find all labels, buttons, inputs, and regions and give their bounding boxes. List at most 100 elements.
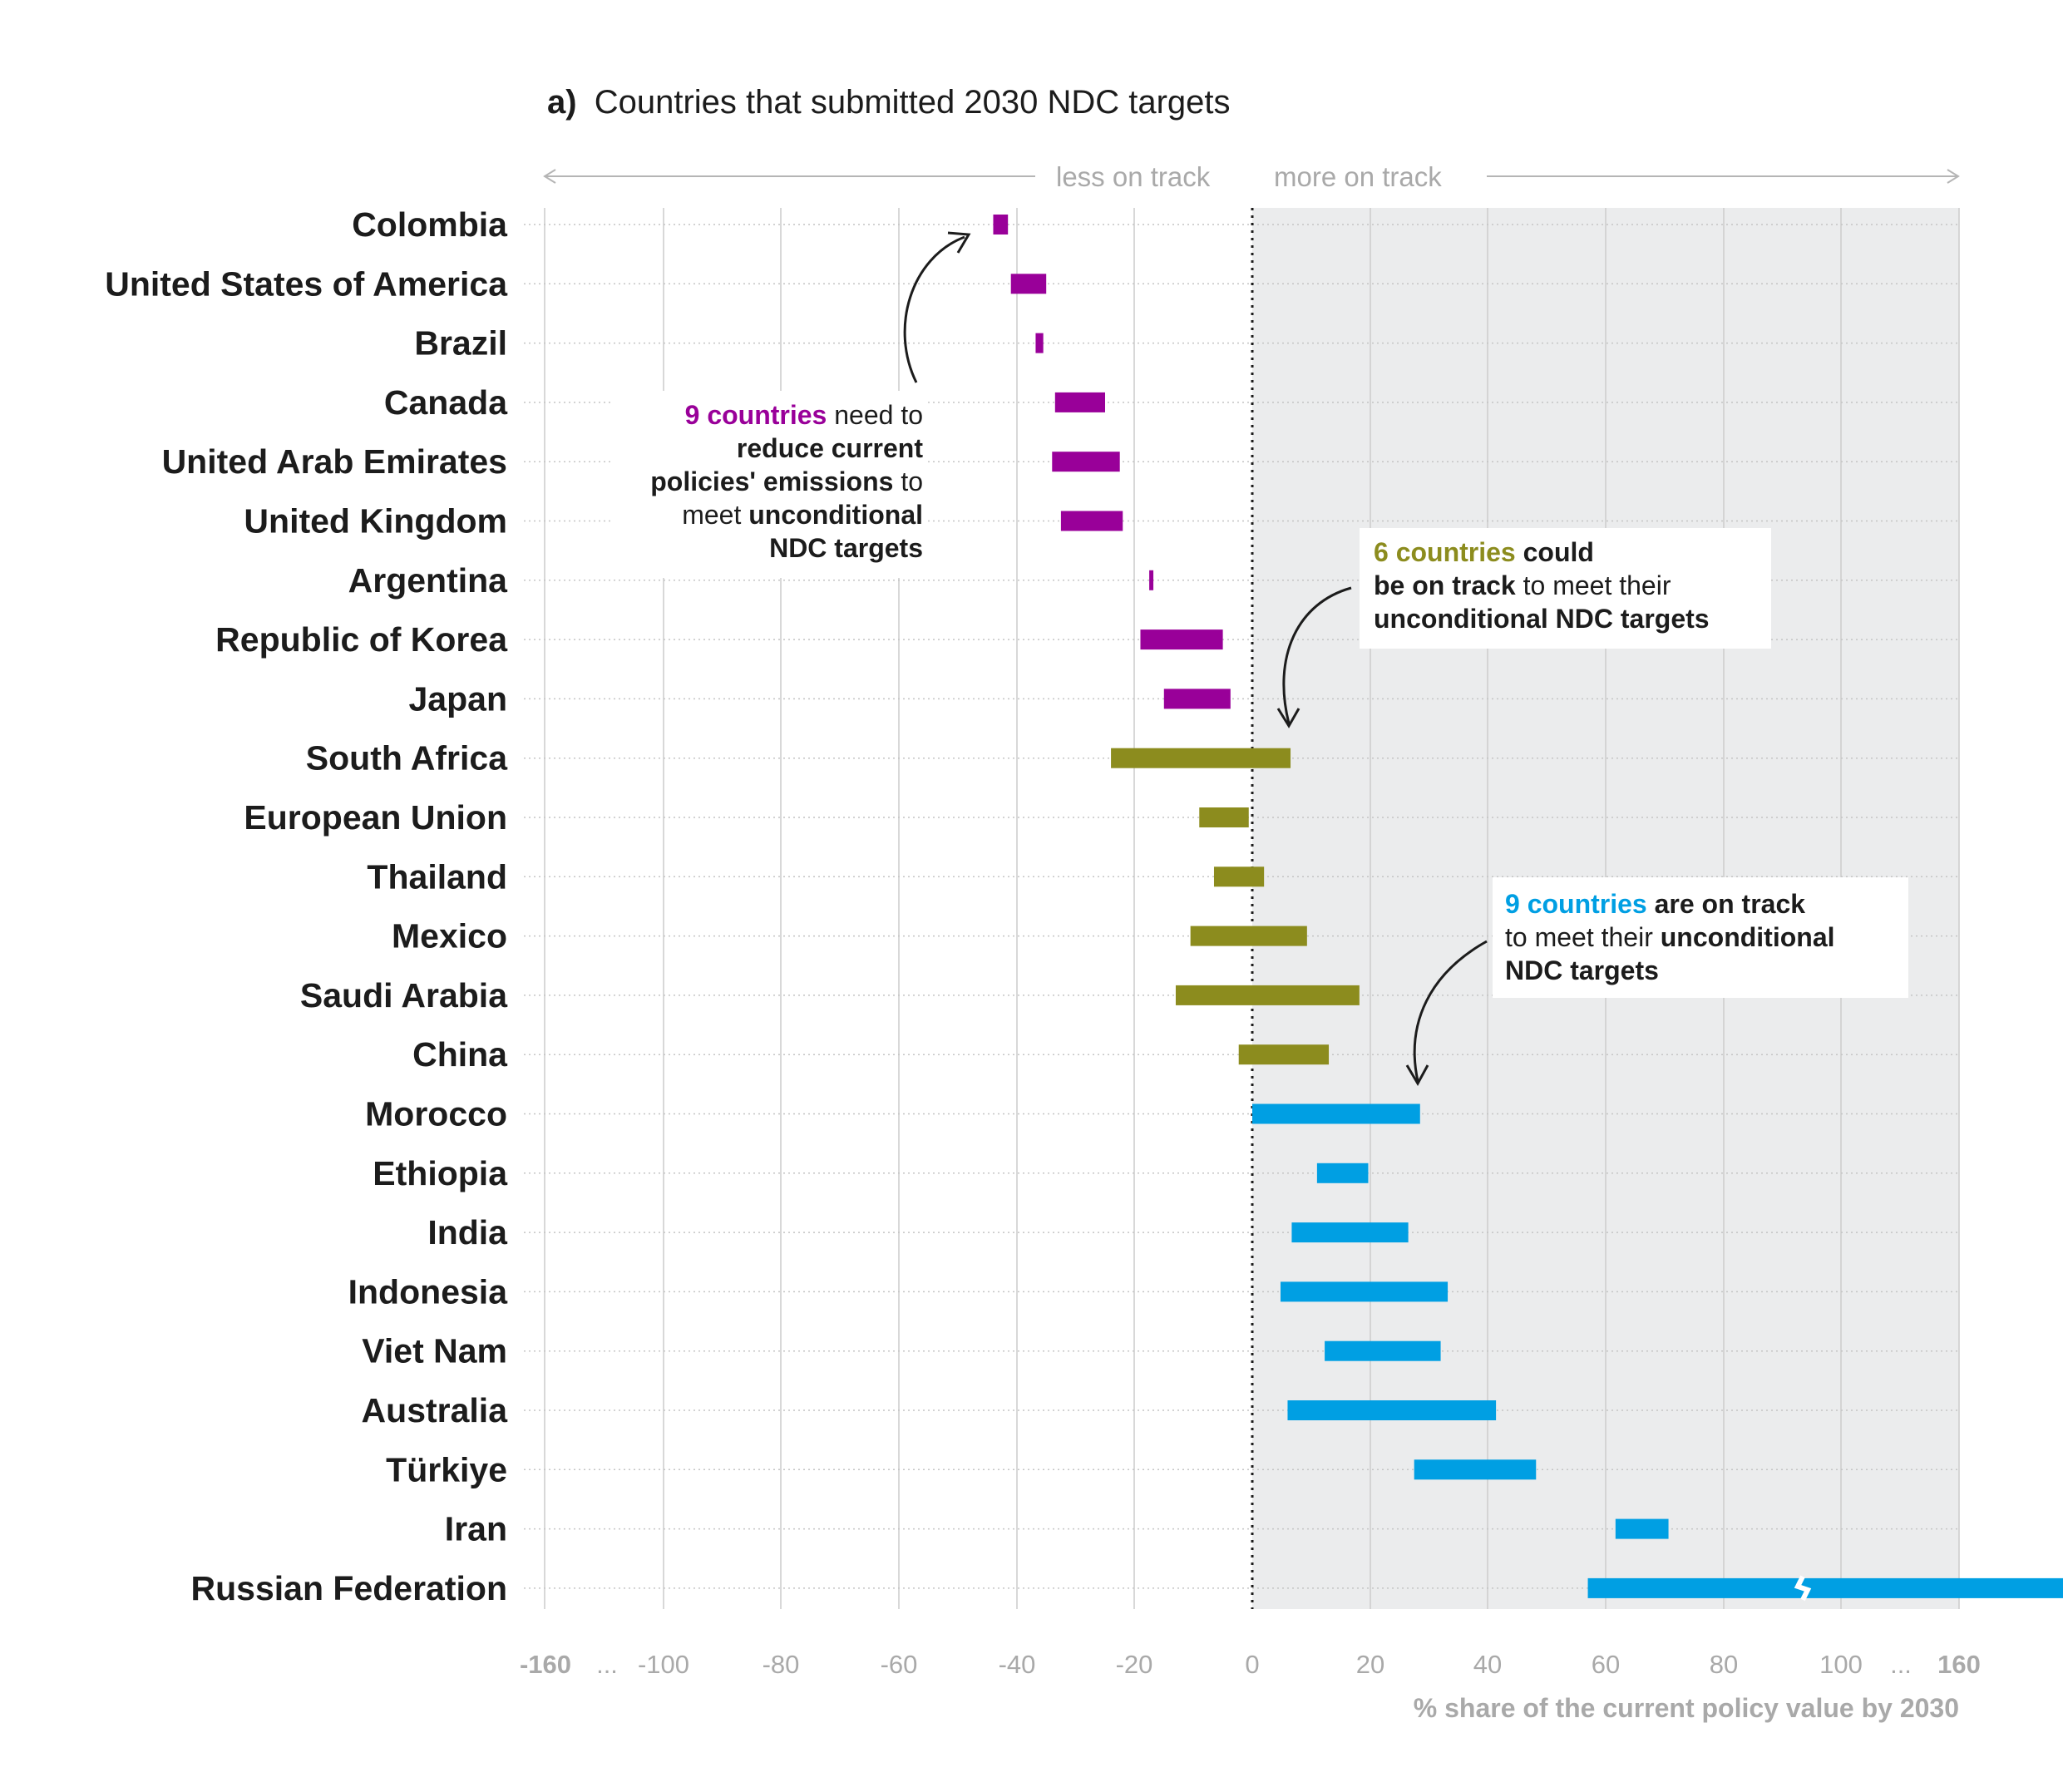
country-label: Saudi Arabia	[300, 976, 508, 1014]
country-label: Australia	[362, 1391, 509, 1429]
range-bar	[1325, 1340, 1441, 1361]
range-bar	[1287, 1400, 1497, 1420]
annotation-could-count: 6 countries	[1374, 537, 1516, 567]
annotation-reduce-suffix: to	[893, 467, 923, 496]
country-label: Brazil	[414, 324, 507, 363]
range-bar	[1163, 689, 1231, 709]
annotation-could-emphasis: be on track	[1374, 570, 1516, 600]
range-bar	[1316, 1163, 1369, 1183]
country-label: European Union	[244, 798, 507, 837]
annotation-ontrack-count: 9 countries	[1505, 889, 1647, 919]
range-bar	[1252, 1103, 1420, 1124]
country-label: Thailand	[367, 857, 507, 896]
country-labels: Colombia United States of America Brazil Ca…	[105, 205, 508, 1607]
annotation-could-background	[1360, 528, 1771, 649]
country-label: Indonesia	[348, 1272, 509, 1311]
annotation-could-arrowhead-icon	[1276, 708, 1300, 728]
x-axis-ticks: -160... -100 -80 -60 -40 -20 0 20 40 60 80 100... 16…	[520, 1650, 1981, 1679]
x-tick-label: 160	[1937, 1650, 1981, 1679]
country-label: Morocco	[365, 1095, 507, 1133]
annotation-reduce-meet: meet	[682, 500, 748, 530]
range-bar	[1615, 1518, 1669, 1539]
country-label: South Africa	[306, 739, 508, 778]
annotation-ontrack-arrow	[1413, 940, 1488, 1082]
left-arrowhead-icon	[543, 169, 556, 184]
annotation-ontrack-line2: to meet their unconditional	[1505, 922, 1835, 952]
country-label: Iran	[445, 1510, 507, 1548]
axis-break-icon	[1794, 1575, 1812, 1602]
annotation-could-line2: be on track to meet their	[1374, 570, 1671, 600]
annotation-ontrack-text: are on track	[1647, 889, 1806, 919]
annotation-reduce-line3: policies' emissions to	[650, 467, 923, 496]
range-bars	[993, 215, 2063, 1602]
x-tick-label: -160	[520, 1650, 571, 1679]
annotation-reduce-emphasis: policies' emissions	[650, 467, 893, 496]
country-label: Türkiye	[386, 1450, 507, 1488]
range-bar	[1238, 1044, 1330, 1065]
less-on-track-label: less on track	[1056, 161, 1211, 192]
annotation-reduce-arrow	[903, 235, 965, 383]
annotation-ontrack-arrowhead-icon	[1405, 1064, 1429, 1087]
country-label: Mexico	[392, 917, 507, 955]
annotation-could-arrow	[1282, 586, 1352, 724]
range-bar	[1280, 1281, 1449, 1302]
annotation-could-line3: unconditional NDC targets	[1374, 604, 1710, 634]
range-bar	[1060, 511, 1123, 531]
x-tick-label: 100	[1819, 1650, 1863, 1679]
country-label: Colombia	[352, 205, 508, 244]
range-bar	[1010, 274, 1047, 294]
right-arrowhead-icon	[1947, 169, 1960, 184]
x-tick-label: -40	[999, 1650, 1036, 1679]
annotation-ontrack: 9 countries are on track to meet their u…	[1405, 877, 1908, 1087]
country-label: Canada	[384, 383, 508, 422]
annotation-reduce-background	[611, 391, 927, 578]
country-label: China	[412, 1035, 508, 1074]
x-tick-label: ...	[1890, 1650, 1912, 1679]
range-bar	[1111, 748, 1291, 768]
annotation-reduce: 9 countries need to reduce current polic…	[611, 231, 971, 578]
range-bar	[1052, 452, 1120, 472]
chart-title: a) Countries that submitted 2030 NDC tar…	[547, 84, 1231, 121]
country-label: Republic of Korea	[215, 620, 508, 659]
x-tick-label: 80	[1710, 1650, 1738, 1679]
annotation-reduce-line4: meet unconditional	[682, 500, 923, 530]
country-label: Japan	[409, 679, 508, 718]
annotation-could-line1: 6 countries could	[1374, 537, 1594, 567]
range-bar	[1175, 985, 1360, 1005]
annotation-reduce-unconditional: unconditional	[748, 500, 923, 530]
x-tick-label: 40	[1473, 1650, 1502, 1679]
range-bar	[1199, 807, 1249, 827]
chart-title-text: Countries that submitted 2030 NDC target…	[595, 84, 1231, 121]
x-tick-label: -80	[763, 1650, 800, 1679]
range-bar	[1190, 926, 1307, 946]
x-tick-label: 60	[1592, 1650, 1620, 1679]
range-bar	[993, 215, 1009, 234]
country-label: Viet Nam	[362, 1332, 507, 1370]
range-bar	[1587, 1577, 2063, 1598]
x-tick-label: 0	[1245, 1650, 1259, 1679]
x-axis-title: % share of the current policy value by 2…	[1414, 1693, 1959, 1723]
annotation-ontrack-prefix: to meet their	[1505, 922, 1661, 952]
country-label: India	[427, 1213, 508, 1251]
annotation-reduce-line1: 9 countries need to	[685, 400, 923, 430]
more-on-track-label: more on track	[1274, 161, 1442, 192]
x-tick-label: -60	[881, 1650, 918, 1679]
country-label: United Kingdom	[244, 502, 507, 541]
country-label: Ethiopia	[373, 1154, 508, 1192]
range-bar	[1140, 629, 1223, 650]
chart-title-prefix: a)	[547, 84, 577, 121]
annotation-could-text: could	[1516, 537, 1594, 567]
annotation-reduce-line5: NDC targets	[769, 533, 923, 563]
range-bar	[1213, 866, 1265, 887]
country-label: United Arab Emirates	[162, 442, 507, 481]
x-tick-label: -100	[638, 1650, 689, 1679]
annotation-reduce-arrowhead-icon	[947, 231, 971, 254]
annotation-could: 6 countries could be on track to meet th…	[1276, 528, 1771, 728]
annotation-ontrack-line3: NDC targets	[1505, 955, 1659, 985]
annotation-reduce-line2: reduce current	[737, 433, 923, 463]
annotation-could-suffix: to meet their	[1516, 570, 1671, 600]
x-tick-label: -20	[1116, 1650, 1153, 1679]
x-tick-label: ...	[596, 1650, 618, 1679]
